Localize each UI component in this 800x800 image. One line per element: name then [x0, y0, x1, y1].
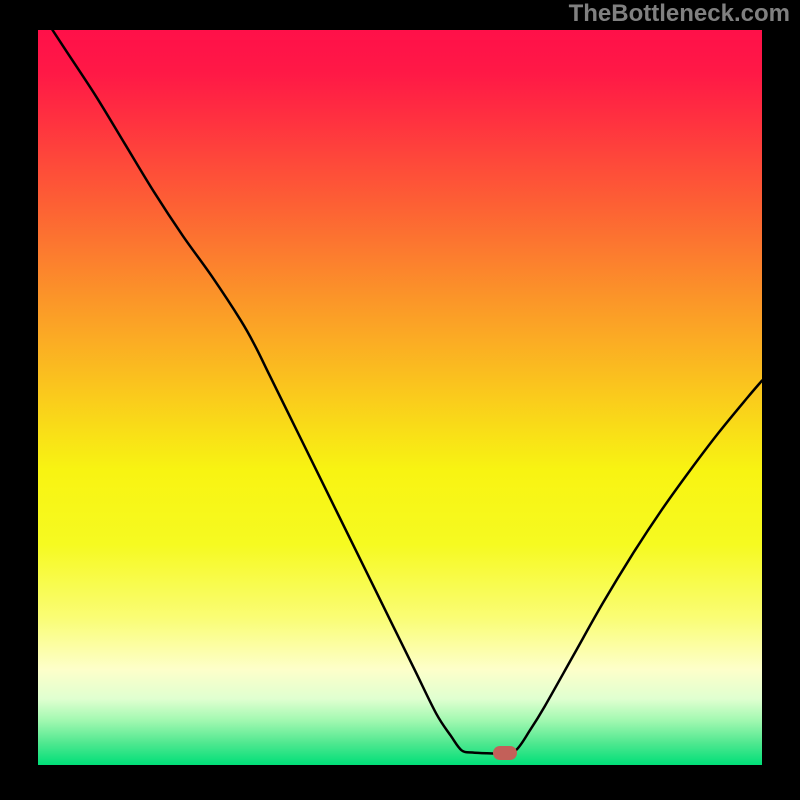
watermark-text: TheBottleneck.com [569, 0, 790, 28]
chart-stage: TheBottleneck.com [0, 0, 800, 800]
chart-marker [493, 746, 517, 760]
bottleneck-curve [38, 30, 762, 765]
plot-frame [35, 27, 765, 768]
plot-area [38, 30, 762, 765]
